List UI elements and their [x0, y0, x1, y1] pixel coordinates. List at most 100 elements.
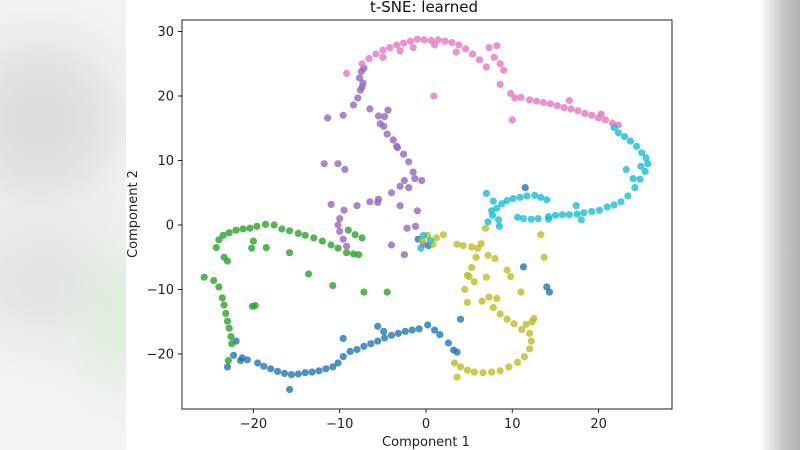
data-point: [334, 221, 342, 229]
data-point: [633, 142, 641, 150]
data-point: [488, 207, 496, 215]
data-point: [415, 325, 423, 333]
data-point: [588, 111, 596, 119]
data-point: [496, 367, 504, 375]
data-point: [507, 89, 515, 97]
data-point: [526, 96, 534, 104]
data-point: [354, 94, 362, 102]
data-point: [610, 201, 618, 209]
x-tick-label: 0: [422, 417, 430, 432]
data-point: [220, 301, 228, 309]
data-point: [230, 351, 238, 359]
data-point: [249, 237, 257, 245]
data-point: [551, 211, 560, 219]
data-point: [355, 251, 363, 259]
x-tick-label: 10: [504, 417, 521, 432]
data-point: [631, 184, 639, 192]
data-point: [318, 237, 326, 245]
plot-frame: [181, 19, 673, 410]
data-point: [463, 366, 471, 374]
data-point: [560, 104, 568, 112]
data-point: [383, 288, 391, 296]
data-point: [413, 207, 421, 215]
data-point: [339, 334, 347, 343]
data-point: [532, 97, 541, 105]
data-point: [537, 231, 545, 239]
data-point: [339, 111, 347, 119]
data-point: [396, 202, 404, 210]
data-point: [380, 122, 388, 130]
data-point: [518, 325, 526, 334]
data-point: [489, 304, 497, 312]
data-point: [336, 215, 344, 223]
data-point: [400, 251, 408, 259]
data-point: [286, 249, 294, 257]
data-point: [453, 348, 461, 356]
data-point: [358, 234, 366, 242]
y-axis-ticks: −20 −10 0 10 20 30: [147, 25, 182, 363]
data-point: [343, 249, 351, 257]
data-point: [386, 44, 394, 52]
data-point: [543, 196, 551, 204]
data-point: [461, 285, 469, 294]
data-point: [360, 288, 368, 296]
data-point: [453, 240, 461, 248]
data-point: [488, 368, 496, 376]
data-point: [496, 310, 504, 318]
data-point: [489, 197, 497, 205]
data-point: [478, 297, 486, 305]
data-point: [622, 165, 630, 174]
data-point: [567, 105, 575, 113]
data-point: [400, 150, 408, 158]
data-point: [405, 184, 413, 192]
data-point: [238, 354, 246, 362]
data-point: [322, 365, 330, 373]
data-point: [393, 144, 402, 152]
data-point: [553, 102, 561, 110]
data-point: [490, 53, 498, 61]
data-point: [573, 210, 581, 218]
data-point: [409, 44, 417, 52]
data-point: [387, 331, 396, 339]
data-point: [270, 221, 278, 229]
data-point: [507, 273, 515, 281]
data-point: [324, 114, 332, 122]
data-point: [320, 160, 328, 168]
data-point: [210, 276, 218, 285]
data-point: [387, 241, 396, 249]
data-point: [294, 370, 302, 378]
data-point: [496, 80, 504, 88]
data-point: [626, 137, 635, 145]
x-tick-label: 20: [590, 417, 607, 432]
data-point: [225, 324, 233, 332]
data-point: [219, 231, 227, 239]
data-point: [642, 154, 650, 162]
data-point: [301, 369, 309, 377]
data-point: [353, 202, 361, 210]
data-point: [503, 266, 511, 274]
data-point: [222, 309, 230, 317]
data-point: [531, 191, 539, 199]
data-point: [412, 222, 420, 230]
data-point: [614, 129, 623, 137]
data-point: [472, 253, 480, 261]
data-point: [401, 327, 409, 335]
data-point: [417, 244, 425, 252]
data-point: [343, 69, 351, 77]
y-tick-label: 30: [157, 25, 174, 40]
data-point: [493, 42, 501, 50]
data-point: [469, 50, 477, 58]
y-axis-label: Component 2: [126, 170, 141, 258]
data-point: [520, 353, 529, 361]
y-tick-label: −20: [147, 348, 174, 363]
data-point: [278, 225, 286, 233]
x-axis-label: Component 1: [382, 435, 470, 450]
right-edge-shadow: [760, 0, 800, 450]
data-point: [624, 192, 632, 200]
data-point: [574, 107, 582, 115]
data-point: [610, 124, 618, 132]
data-point: [329, 282, 337, 290]
data-point: [434, 36, 442, 44]
data-point: [396, 47, 404, 55]
